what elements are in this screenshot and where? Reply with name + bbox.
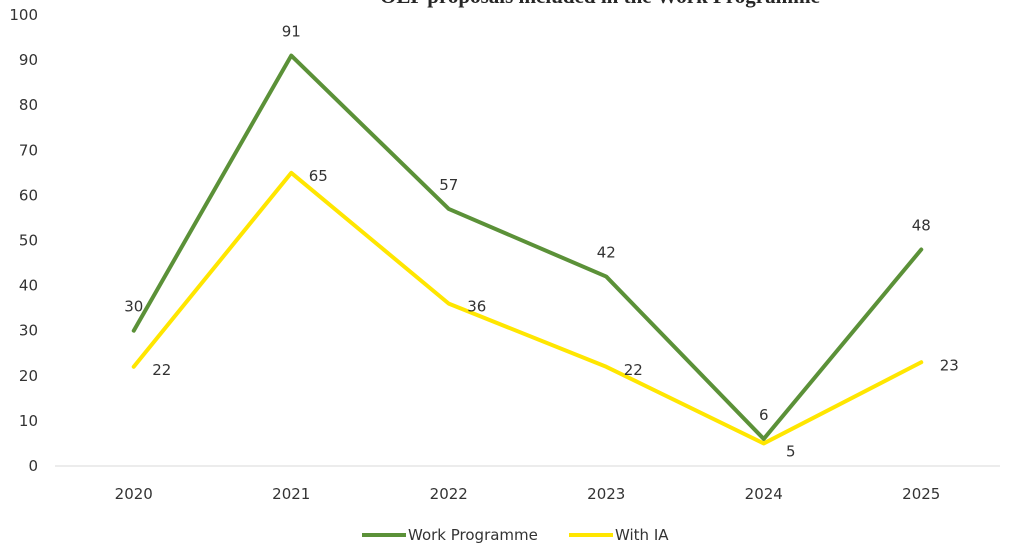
y-axis: 0 10 20 30 40 50 60 70 80 90 100 (9, 6, 38, 475)
legend-label: Work Programme (408, 526, 538, 544)
data-label: 91 (282, 23, 301, 41)
y-tick-label: 60 (19, 186, 38, 204)
x-tick-label: 2021 (272, 485, 310, 503)
data-label: 30 (124, 298, 143, 316)
x-axis: 2020 2021 2022 2023 2024 2025 (55, 465, 1000, 503)
legend: Work Programme With IA (362, 526, 669, 544)
y-tick-label: 70 (19, 141, 38, 159)
legend-label: With IA (615, 526, 669, 544)
x-tick-label: 2023 (587, 485, 625, 503)
y-tick-label: 30 (19, 322, 38, 340)
y-tick-label: 20 (19, 367, 38, 385)
y-tick-label: 10 (19, 412, 38, 430)
y-tick-label: 0 (28, 457, 38, 475)
data-label: 65 (309, 167, 328, 185)
data-label: 22 (152, 361, 171, 379)
data-label: 36 (467, 298, 486, 316)
y-tick-label: 50 (19, 232, 38, 250)
y-tick-label: 80 (19, 96, 38, 114)
series-line-with-ia (131, 170, 924, 446)
x-tick-label: 2022 (430, 485, 468, 503)
data-label: 6 (759, 406, 769, 424)
data-label: 22 (624, 361, 643, 379)
data-label: 5 (786, 442, 796, 460)
series-line-work-programme (131, 53, 924, 441)
data-label: 48 (912, 217, 931, 235)
x-tick-label: 2024 (745, 485, 783, 503)
y-tick-label: 90 (19, 51, 38, 69)
x-tick-label: 2025 (902, 485, 940, 503)
data-labels: 30 91 57 42 6 48 22 65 36 22 5 23 (124, 23, 959, 461)
series-group (131, 53, 924, 446)
data-label: 57 (439, 176, 458, 194)
x-tick-label: 2020 (115, 485, 153, 503)
data-label: 42 (597, 244, 616, 262)
data-label: 23 (940, 356, 959, 374)
y-tick-label: 40 (19, 277, 38, 295)
chart-title: OLP proposals included in the Work Progr… (380, 0, 820, 8)
y-tick-label: 100 (9, 6, 38, 24)
